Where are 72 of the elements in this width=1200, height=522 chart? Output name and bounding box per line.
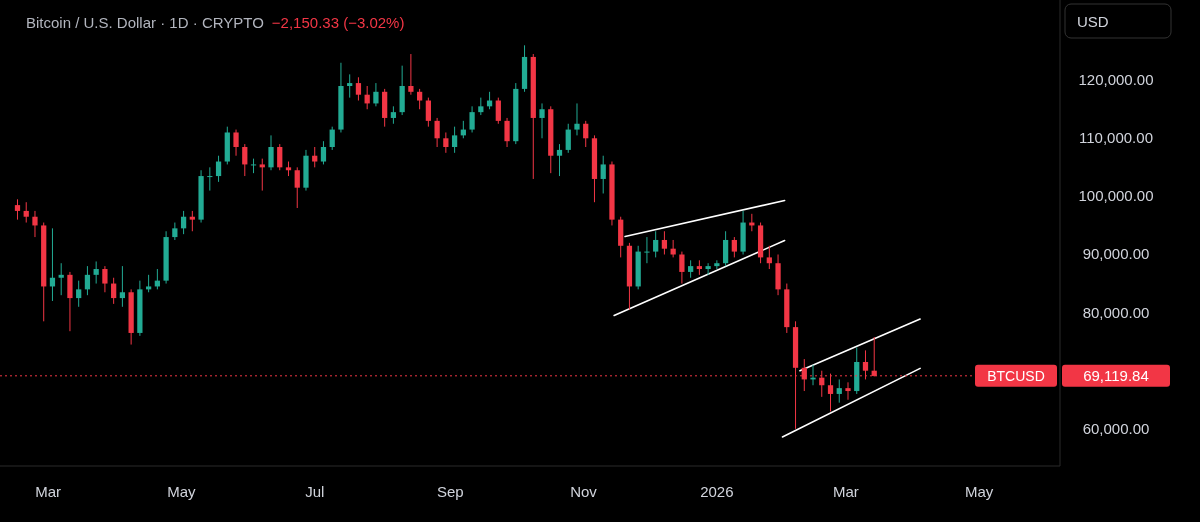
candlestick [556, 143, 563, 177]
candlestick [653, 230, 659, 258]
x-tick-label: Sep [436, 483, 464, 500]
candlestick [504, 117, 510, 148]
candlestick [469, 105, 475, 133]
candlestick [600, 155, 606, 194]
x-tick-label: May [167, 483, 197, 500]
text: 69,119.84 [1083, 366, 1149, 384]
candlestick [14, 198, 21, 221]
candlestick [347, 73, 353, 99]
candlestick [644, 236, 650, 264]
candlestick [443, 131, 449, 154]
candlestick [102, 265, 108, 293]
y-axis-title: USD [1077, 13, 1109, 30]
candlestick [836, 378, 842, 404]
y-tick-label: 60,000.00 [1082, 419, 1150, 437]
candlestick [565, 123, 571, 154]
candlestick [329, 126, 335, 151]
candlestick [679, 251, 685, 285]
candlestick [451, 126, 458, 154]
y-tick-label: 90,000.00 [1082, 245, 1150, 263]
candlestick [373, 82, 379, 107]
candlestick [215, 155, 222, 183]
x-tick-label: May [964, 483, 994, 500]
candlestick [294, 166, 300, 209]
candlestick [58, 262, 64, 296]
candlestick [425, 97, 431, 128]
candlestick [180, 210, 187, 235]
candlestick [67, 271, 73, 332]
candlestick [714, 259, 720, 270]
candlestick [408, 53, 414, 96]
x-tick-label: Mar [35, 483, 61, 500]
candlestick [268, 134, 274, 171]
x-tick-label: Mar [832, 483, 859, 500]
candlestick [434, 117, 440, 148]
candlestick [845, 381, 851, 401]
y-tick-label: 100,000.00 [1078, 187, 1154, 205]
candlestick [583, 120, 589, 148]
y-tick-label: 80,000.00 [1082, 303, 1150, 321]
candlestick [355, 76, 362, 102]
y-tick-label: 110,000.00 [1079, 129, 1153, 147]
y-tick-label: 120,000.00 [1078, 71, 1154, 89]
candlestick [207, 166, 213, 192]
x-tick-label: Jul [305, 483, 325, 500]
candlestick [111, 277, 117, 305]
candlestick [259, 158, 265, 192]
candlestick [731, 236, 737, 258]
candlestick [766, 245, 772, 270]
candlestick [76, 280, 82, 308]
candlestick [189, 210, 195, 232]
candlestick [119, 265, 126, 308]
candlestick [417, 88, 423, 110]
candlestick [23, 201, 29, 224]
ref-line-label: BTCUSD [987, 367, 1045, 384]
candlestick [661, 230, 668, 255]
candlestick [233, 129, 239, 157]
candlestick [539, 102, 545, 139]
x-tick-label: Nov [570, 483, 598, 500]
candlestick [277, 143, 283, 171]
candlestick [574, 102, 580, 136]
x-tick-label: 2026 [700, 483, 734, 500]
candlestick [320, 140, 327, 165]
candlestick [84, 265, 91, 296]
candlestick [705, 262, 711, 276]
annotation: −2,150.33 (−3.02%) [271, 14, 405, 31]
candlestick [32, 210, 38, 238]
candlestick [722, 230, 729, 267]
candlestick [312, 146, 318, 168]
candlestick [93, 260, 99, 285]
candlestick [495, 97, 501, 125]
candlestick [242, 143, 248, 177]
text: Bitcoin / U.S. Dollar · 1D · CRYPTO [26, 14, 264, 31]
